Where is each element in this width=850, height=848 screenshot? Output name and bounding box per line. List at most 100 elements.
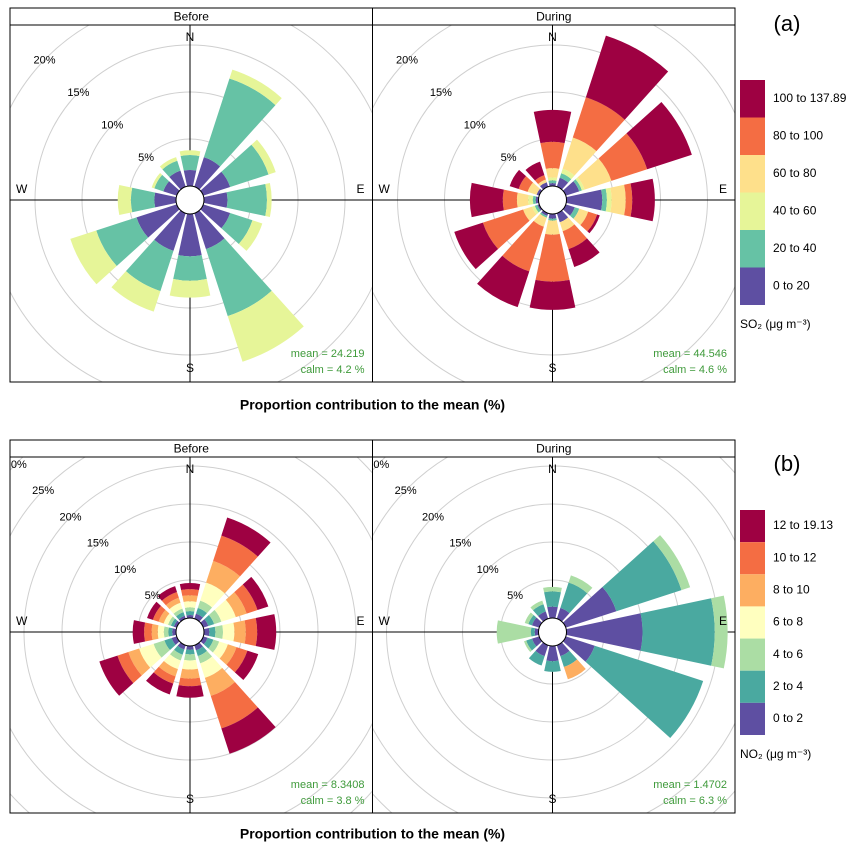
wedge-segment (171, 636, 180, 645)
wedge-segment (544, 660, 561, 672)
compass-label: S (548, 792, 556, 806)
ring-label: 30% (367, 459, 389, 471)
compass-label: N (186, 462, 195, 476)
wedge-segment (598, 133, 648, 181)
wedge-segment (163, 626, 169, 638)
wedge-segment (238, 220, 263, 251)
wedge-segment (173, 620, 180, 628)
ring-label: 5% (501, 152, 517, 164)
wedge-segment (146, 672, 174, 695)
wedge-segment (529, 279, 576, 310)
wedge-segment (222, 622, 235, 642)
wedge-segment (561, 168, 575, 180)
wedge-segment (562, 636, 595, 662)
legend-label: 4 to 6 (773, 647, 803, 661)
wedge-segment (154, 192, 177, 208)
wedge-segment (173, 255, 207, 281)
ring-label: 15% (87, 538, 109, 550)
wedge-segment (208, 626, 216, 638)
wedge-segment (154, 174, 170, 192)
wedge-segment (547, 177, 558, 181)
wedge-segment (537, 204, 543, 211)
calm-circle (175, 185, 205, 215)
wedge-segment (200, 656, 223, 678)
legend-swatch (740, 574, 765, 607)
wedge-segment (534, 175, 546, 185)
wedge-segment (203, 627, 210, 637)
wedge-segment (653, 535, 691, 591)
wedge-segment (556, 177, 569, 190)
legend-swatch (740, 510, 765, 543)
compass-label: S (548, 361, 556, 375)
wedge-segment (186, 645, 194, 650)
wedge-segment (242, 576, 269, 611)
compass-label: W (16, 614, 28, 628)
wedge-segment (221, 144, 269, 187)
ring-label: 10% (464, 119, 486, 131)
legend-swatch (740, 80, 765, 118)
facet-title: Before (174, 10, 210, 24)
compass-label: N (548, 30, 557, 44)
wedge-segment (144, 622, 153, 642)
legend-title: NO₂ (μg m⁻³) (740, 747, 811, 761)
wedge-segment (204, 615, 215, 627)
wedge-segment (176, 685, 204, 698)
wedge-segment (221, 707, 276, 754)
wedge-segment (214, 625, 224, 639)
wedge-segment (535, 196, 539, 204)
wedge-segment (158, 661, 178, 677)
wedge-segment (185, 611, 195, 616)
wedge-segment (200, 636, 208, 645)
compass-label: N (186, 30, 195, 44)
wedge-segment (210, 681, 258, 729)
wedge-segment (532, 195, 537, 205)
wedge-segment (168, 616, 176, 626)
panel-label: (b) (774, 451, 801, 476)
wedge-segment (233, 620, 246, 644)
wedge-segment (528, 650, 545, 666)
legend-swatch (740, 638, 765, 671)
wedge-segment (539, 182, 549, 190)
wedge-segment (200, 204, 231, 229)
wedge-segment (534, 628, 539, 636)
ring-label: 15% (449, 538, 471, 550)
wedge-segment (711, 595, 728, 669)
wedge-segment (546, 645, 559, 662)
annotation: calm = 3.8 % (301, 795, 365, 807)
wedge-segment (533, 109, 572, 144)
wedge-segment (130, 187, 156, 213)
wedge-segment (186, 614, 194, 619)
wedge-segment (547, 606, 558, 619)
wedge-segment (197, 650, 213, 664)
wedge-segment (533, 213, 547, 227)
wedge-segment (572, 97, 625, 152)
legend-label: 12 to 19.13 (773, 518, 833, 532)
wedge-segment (197, 600, 213, 614)
wedge-segment (195, 607, 207, 618)
wedge-segment (255, 614, 277, 650)
wedge-segment (174, 645, 185, 655)
wedge-segment (208, 639, 220, 653)
legend-swatch (740, 702, 765, 735)
wedge-segment (153, 666, 176, 684)
wedge-segment (577, 158, 612, 190)
wedge-segment (502, 220, 544, 272)
wedge-segment (265, 183, 272, 217)
wedge-segment (111, 271, 161, 312)
wedge-segment (183, 170, 197, 187)
wedge-segment (626, 101, 692, 170)
wedge-segment (573, 179, 582, 192)
wedge-segment (139, 643, 162, 668)
wedge-segment (96, 217, 149, 266)
wedge-segment (163, 613, 173, 625)
legend-label: 80 to 100 (773, 128, 823, 142)
wedge-segment (125, 239, 174, 292)
wedge-segment (205, 238, 272, 317)
legend-label: 0 to 20 (773, 278, 810, 292)
compass-label: W (16, 182, 28, 196)
annotation: mean = 8.3408 (291, 779, 365, 791)
